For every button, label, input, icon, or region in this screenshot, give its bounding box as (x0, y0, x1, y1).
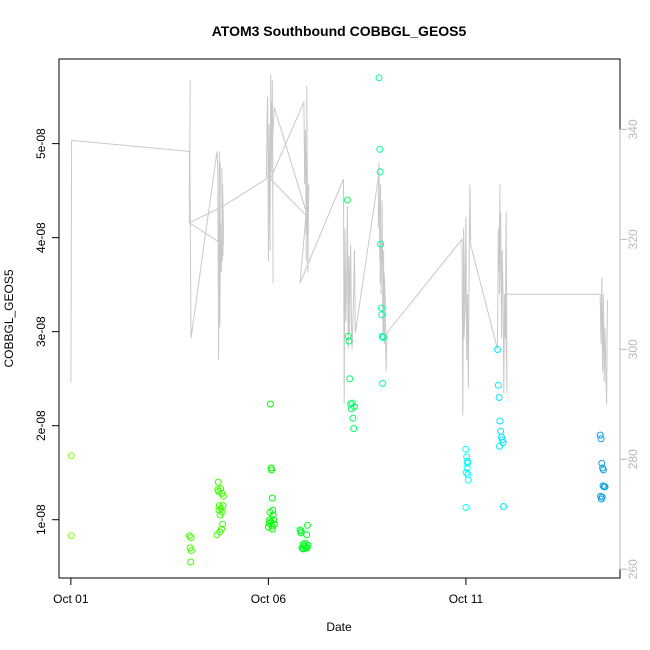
data-point (497, 427, 505, 435)
data-point (464, 457, 471, 465)
data-point (496, 417, 504, 425)
data-point (344, 332, 352, 340)
data-point (464, 471, 472, 479)
data-point (187, 534, 195, 542)
data-point (375, 74, 383, 82)
data-point (463, 453, 471, 461)
data-point (462, 445, 470, 453)
data-point (494, 346, 501, 353)
data-point (268, 525, 276, 533)
data-point (349, 414, 357, 422)
y-axis-left: 1e-08 2e-08 3e-08 4e-08 5e-08 (34, 128, 60, 535)
x-axis-label: Date (326, 620, 352, 634)
data-point (304, 521, 311, 529)
data-point (499, 439, 507, 447)
data-point (596, 431, 604, 439)
data-point (270, 520, 278, 528)
data-point (343, 196, 351, 204)
y2-tick-label: 260 (626, 559, 640, 579)
data-point (351, 403, 358, 411)
y-tick-label: 5e-08 (34, 128, 48, 159)
data-point (378, 332, 386, 340)
data-point (270, 516, 277, 524)
temperature-line (70, 74, 608, 416)
x-tick-label: Oct 11 (449, 592, 484, 606)
data-point (376, 145, 384, 153)
data-point (495, 394, 503, 401)
y2-tick-label: 280 (626, 449, 640, 469)
data-point (463, 464, 471, 472)
data-point (303, 544, 311, 552)
data-point (301, 539, 309, 547)
data-point (496, 442, 503, 450)
y2-tick-label: 340 (626, 119, 640, 139)
data-point (303, 531, 311, 539)
data-point (264, 523, 272, 531)
data-point (346, 375, 354, 383)
data-point (464, 459, 471, 467)
data-points (67, 74, 609, 566)
data-point (299, 545, 307, 553)
data-point (187, 547, 195, 555)
plot-area-frame (58, 58, 621, 579)
data-point (498, 436, 506, 444)
data-point (494, 381, 502, 389)
y-axis-right: 260 280 300 320 340 (619, 119, 640, 579)
data-point (378, 311, 386, 319)
data-point (67, 532, 75, 540)
data-point (350, 425, 358, 432)
data-point (500, 503, 507, 510)
data-point (296, 526, 304, 534)
y-axis-label: COBBGL_GEOS5 (2, 269, 16, 367)
data-point (266, 508, 274, 516)
data-point (348, 399, 356, 407)
data-point (213, 531, 221, 539)
x-tick-label: Oct 06 (251, 592, 287, 606)
data-point (187, 558, 195, 566)
data-point (268, 494, 276, 502)
data-point (379, 379, 387, 387)
data-point (214, 478, 222, 486)
data-point (377, 240, 385, 248)
data-point (217, 485, 225, 493)
data-point (297, 527, 305, 535)
data-point (266, 400, 274, 408)
chart-title: ATOM3 Southbound COBBGL_GEOS5 (212, 23, 467, 39)
data-point (598, 493, 606, 501)
data-point (598, 459, 606, 467)
data-point (268, 466, 275, 474)
data-point (219, 520, 227, 528)
y2-tick-label: 300 (626, 339, 640, 359)
data-point (185, 532, 193, 540)
data-point (215, 506, 223, 514)
data-point (462, 469, 470, 477)
data-point (601, 483, 609, 491)
data-point (219, 502, 227, 510)
data-point (67, 452, 75, 460)
data-point (599, 466, 607, 474)
data-point (376, 168, 384, 176)
data-point (377, 304, 385, 312)
data-point (265, 520, 273, 527)
data-point (464, 476, 472, 484)
data-point (266, 516, 274, 524)
x-tick-label: Oct 01 (53, 592, 89, 606)
temperature-line-path (70, 74, 608, 416)
y-tick-label: 2e-08 (34, 410, 48, 441)
data-point (379, 333, 387, 341)
data-point (462, 504, 470, 511)
x-axis: Oct 01 Oct 06 Oct 11 (53, 577, 484, 606)
y2-tick-label: 320 (626, 229, 640, 249)
data-point (219, 492, 227, 500)
y-tick-label: 1e-08 (34, 504, 48, 535)
data-point (597, 435, 605, 443)
y-tick-label: 4e-08 (34, 222, 48, 253)
data-point (345, 337, 353, 345)
y-tick-label: 3e-08 (34, 316, 48, 347)
